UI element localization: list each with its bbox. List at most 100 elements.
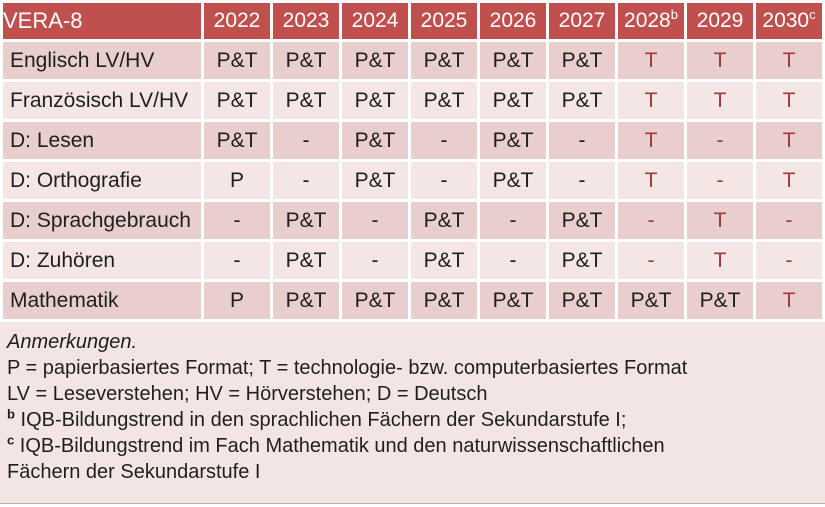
format-cell: P&T <box>549 82 615 119</box>
year-column-header: 2028b <box>618 3 684 39</box>
format-cell: - <box>756 202 822 239</box>
format-cell: - <box>687 122 753 159</box>
year-column-header: 2023 <box>273 3 339 39</box>
year-column-header: 2029 <box>687 3 753 39</box>
note-line: LV = Leseverstehen; HV = Hörverstehen; D… <box>7 383 488 405</box>
subject-label: D: Zuhören <box>3 242 201 279</box>
header-row: VERA-8 2022 2023 2024 2025 2026 2027 2028b 2029… <box>3 3 822 39</box>
table-row: D: Sprachgebrauch - P&T - P&T - P&T - T - <box>3 202 822 239</box>
table-row: Englisch LV/HV P&T P&T P&T P&T P&T P&T T T T <box>3 42 822 79</box>
format-cell: P <box>204 162 270 199</box>
format-cell: T <box>687 82 753 119</box>
format-cell: - <box>480 242 546 279</box>
format-cell: P <box>204 282 270 319</box>
table-title-cell: VERA-8 <box>3 3 201 39</box>
format-cell: P&T <box>273 42 339 79</box>
format-cell: T <box>756 162 822 199</box>
format-cell: T <box>618 82 684 119</box>
format-cell: P&T <box>204 82 270 119</box>
format-cell: - <box>618 202 684 239</box>
format-cell: T <box>756 82 822 119</box>
format-cell: T <box>756 122 822 159</box>
format-cell: P&T <box>204 42 270 79</box>
format-cell: - <box>204 242 270 279</box>
subject-label: Mathematik <box>3 282 201 319</box>
format-cell: P&T <box>342 282 408 319</box>
table-row: Mathematik P P&T P&T P&T P&T P&T P&T P&T T <box>3 282 822 319</box>
year-column-header: 2027 <box>549 3 615 39</box>
format-cell: - <box>687 162 753 199</box>
format-cell: T <box>618 122 684 159</box>
format-cell: P&T <box>480 42 546 79</box>
format-cell: - <box>549 162 615 199</box>
format-cell: P&T <box>273 242 339 279</box>
subject-label: D: Lesen <box>3 122 201 159</box>
year-column-header: 2026 <box>480 3 546 39</box>
format-cell: - <box>756 242 822 279</box>
notes-section: Anmerkungen. P = papierbasiertes Format; … <box>0 322 825 504</box>
format-cell: P&T <box>480 162 546 199</box>
format-cell: - <box>411 162 477 199</box>
format-cell: P&T <box>342 82 408 119</box>
format-cell: P&T <box>342 162 408 199</box>
format-cell: P&T <box>480 122 546 159</box>
vera8-schedule-table: VERA-8 2022 2023 2024 2025 2026 2027 2028b 2029… <box>3 3 822 319</box>
format-cell: P&T <box>273 202 339 239</box>
format-cell: - <box>273 122 339 159</box>
format-cell: T <box>618 162 684 199</box>
format-cell: - <box>342 242 408 279</box>
format-cell: - <box>273 162 339 199</box>
format-cell: P&T <box>411 42 477 79</box>
format-cell: T <box>618 42 684 79</box>
format-cell: P&T <box>618 282 684 319</box>
format-cell: P&T <box>480 282 546 319</box>
format-cell: P&T <box>411 202 477 239</box>
note-line: Fächern der Sekundarstufe I <box>7 461 261 483</box>
format-cell: - <box>549 122 615 159</box>
format-cell: T <box>687 42 753 79</box>
format-cell: P&T <box>480 82 546 119</box>
year-column-header: 2025 <box>411 3 477 39</box>
format-cell: T <box>756 42 822 79</box>
format-cell: P&T <box>687 282 753 319</box>
subject-label: Englisch LV/HV <box>3 42 201 79</box>
footnote-marker: b <box>7 406 15 422</box>
note-line: c IQB-Bildungstrend im Fach Mathematik u… <box>7 432 665 457</box>
format-cell: P&T <box>411 282 477 319</box>
table-row: D: Zuhören - P&T - P&T - P&T - T - <box>3 242 822 279</box>
format-cell: - <box>411 122 477 159</box>
note-line: Anmerkungen. <box>7 331 138 353</box>
table-row: D: Lesen P&T - P&T - P&T - T - T <box>3 122 822 159</box>
note-line: b IQB-Bildungstrend in den sprachlichen … <box>7 406 627 431</box>
format-cell: T <box>687 202 753 239</box>
note-line: P = papierbasiertes Format; T = technolo… <box>7 357 688 379</box>
format-cell: P&T <box>411 242 477 279</box>
format-cell: P&T <box>549 42 615 79</box>
format-cell: P&T <box>204 122 270 159</box>
format-cell: P&T <box>549 282 615 319</box>
subject-label: D: Sprachgebrauch <box>3 202 201 239</box>
format-cell: P&T <box>342 42 408 79</box>
format-cell: - <box>480 202 546 239</box>
format-cell: P&T <box>342 122 408 159</box>
format-cell: P&T <box>549 242 615 279</box>
format-cell: T <box>687 242 753 279</box>
subject-label: Französisch LV/HV <box>3 82 201 119</box>
year-column-header: 2022 <box>204 3 270 39</box>
year-column-header: 2030c <box>756 3 822 39</box>
format-cell: - <box>204 202 270 239</box>
format-cell: P&T <box>549 202 615 239</box>
footnote-marker: c <box>7 432 15 448</box>
table-row: Französisch LV/HV P&T P&T P&T P&T P&T P&T T T T <box>3 82 822 119</box>
format-cell: P&T <box>411 82 477 119</box>
subject-label: D: Orthografie <box>3 162 201 199</box>
format-cell: - <box>342 202 408 239</box>
year-column-header: 2024 <box>342 3 408 39</box>
table-row: D: Orthografie P - P&T - P&T - T - T <box>3 162 822 199</box>
format-cell: P&T <box>273 282 339 319</box>
format-cell: P&T <box>273 82 339 119</box>
format-cell: - <box>618 242 684 279</box>
format-cell: T <box>756 282 822 319</box>
footnote-marker: b <box>670 7 678 22</box>
